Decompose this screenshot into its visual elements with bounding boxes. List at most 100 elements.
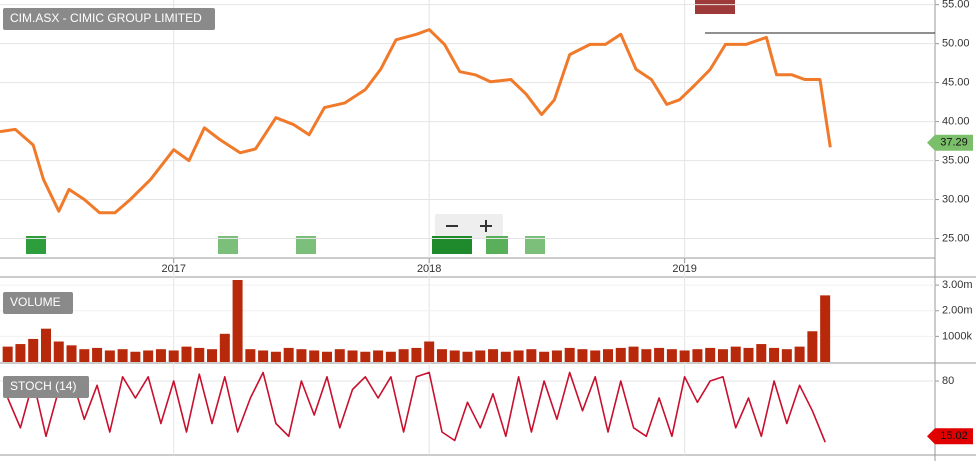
volume-bar (641, 349, 652, 362)
price-line (6, 371, 826, 443)
y-tick-label: 1000k (942, 330, 972, 342)
y-tick-label: 2.00m (942, 305, 973, 317)
x-tick-label: 2019 (672, 263, 696, 275)
volume-bar (66, 345, 77, 362)
volume-bar (398, 349, 409, 362)
volume-bar (462, 351, 473, 362)
volume-bar (219, 333, 230, 362)
y-tick-label: 45.00 (942, 77, 970, 89)
title-badge (3, 376, 89, 398)
volume-bar (679, 350, 690, 362)
panel-title: STOCH (14) (10, 379, 76, 393)
volume-bar (232, 280, 243, 362)
volume-bar (424, 341, 435, 362)
volume-bar (539, 351, 550, 362)
volume-bar (2, 346, 13, 362)
y-tick-label: 3.00m (942, 279, 973, 291)
volume-bar (717, 349, 728, 362)
y-tick-label: 30.00 (942, 193, 970, 205)
signal-badge (486, 236, 508, 254)
volume-bar (104, 350, 115, 362)
volume-bar (551, 350, 562, 362)
current-value-badge (927, 134, 973, 151)
price-line (0, 28, 832, 215)
panel-title: VOLUME (10, 295, 61, 309)
volume-bar (807, 331, 818, 362)
volume-bar (666, 349, 677, 362)
volume-bar (385, 351, 396, 362)
volume-bar (820, 295, 831, 362)
volume-bar (564, 347, 575, 362)
volume-bar (615, 347, 626, 362)
panel-title: CIM.ASX - CIMIC GROUP LIMITED (10, 11, 202, 25)
volume-bar (207, 349, 218, 362)
volume-bar (756, 344, 767, 362)
volume-bar (769, 347, 780, 362)
signal-badge (525, 236, 545, 254)
volume-bar (92, 347, 103, 362)
title-badge (3, 292, 73, 314)
volume-bar (28, 338, 39, 362)
volume-bar (411, 347, 422, 362)
volume-bar (794, 346, 805, 362)
volume-bar (692, 349, 703, 362)
volume-bar (321, 351, 332, 362)
volume-bar (296, 349, 307, 362)
volume-bar (360, 351, 371, 362)
signal-markers (26, 0, 735, 254)
signal-badge (296, 236, 316, 254)
current-value-label: 37.29 (940, 137, 968, 149)
volume-bar (513, 350, 524, 362)
volume-bar (168, 350, 179, 362)
volume-bar (181, 346, 192, 362)
y-tick-label: 25.00 (942, 232, 970, 244)
volume-bar (500, 351, 511, 362)
volume-bar (577, 349, 588, 362)
volume-bar (245, 349, 256, 362)
volume-bar (590, 350, 601, 362)
volume-bar (436, 349, 447, 362)
volume-bar (270, 351, 281, 362)
zoom-controls[interactable] (435, 214, 503, 238)
current-value-badge (927, 428, 973, 445)
signal-badge (695, 0, 735, 14)
volume-bar (449, 350, 460, 362)
volume-bar (309, 350, 320, 362)
signal-badge (26, 236, 46, 254)
y-tick-label: 55.00 (942, 0, 970, 11)
y-tick-label: 50.00 (942, 38, 970, 50)
volume-bar (155, 349, 166, 362)
title-badge (3, 8, 215, 30)
volume-bar (130, 351, 141, 362)
volume-bar (705, 347, 716, 362)
volume-bar (117, 349, 128, 362)
volume-bar (347, 350, 358, 362)
signal-badge (432, 236, 472, 254)
y-tick-label: 80 (942, 375, 954, 387)
volume-bar (654, 347, 665, 362)
volume-bar (143, 350, 154, 362)
volume-bar (334, 349, 345, 362)
x-tick-label: 2018 (417, 263, 441, 275)
volume-bar (283, 347, 294, 362)
volume-bar (526, 349, 537, 362)
y-tick-label: 35.00 (942, 154, 970, 166)
volume-bar (475, 350, 486, 362)
volume-bar (373, 350, 384, 362)
volume-bar (40, 328, 51, 362)
y-tick-label: 40.00 (942, 116, 970, 128)
volume-bar (730, 346, 741, 362)
volume-bar (79, 349, 90, 362)
volume-bar (15, 344, 26, 362)
zoom-panel[interactable] (435, 214, 503, 238)
volume-bar (258, 350, 269, 362)
volume-bar (603, 349, 614, 362)
signal-badge (218, 236, 238, 254)
volume-bar (743, 347, 754, 362)
volume-bar (488, 349, 499, 362)
volume-bar (628, 346, 639, 362)
volume-bar (53, 341, 64, 362)
x-tick-label: 2017 (161, 263, 185, 275)
volume-bar (781, 349, 792, 362)
